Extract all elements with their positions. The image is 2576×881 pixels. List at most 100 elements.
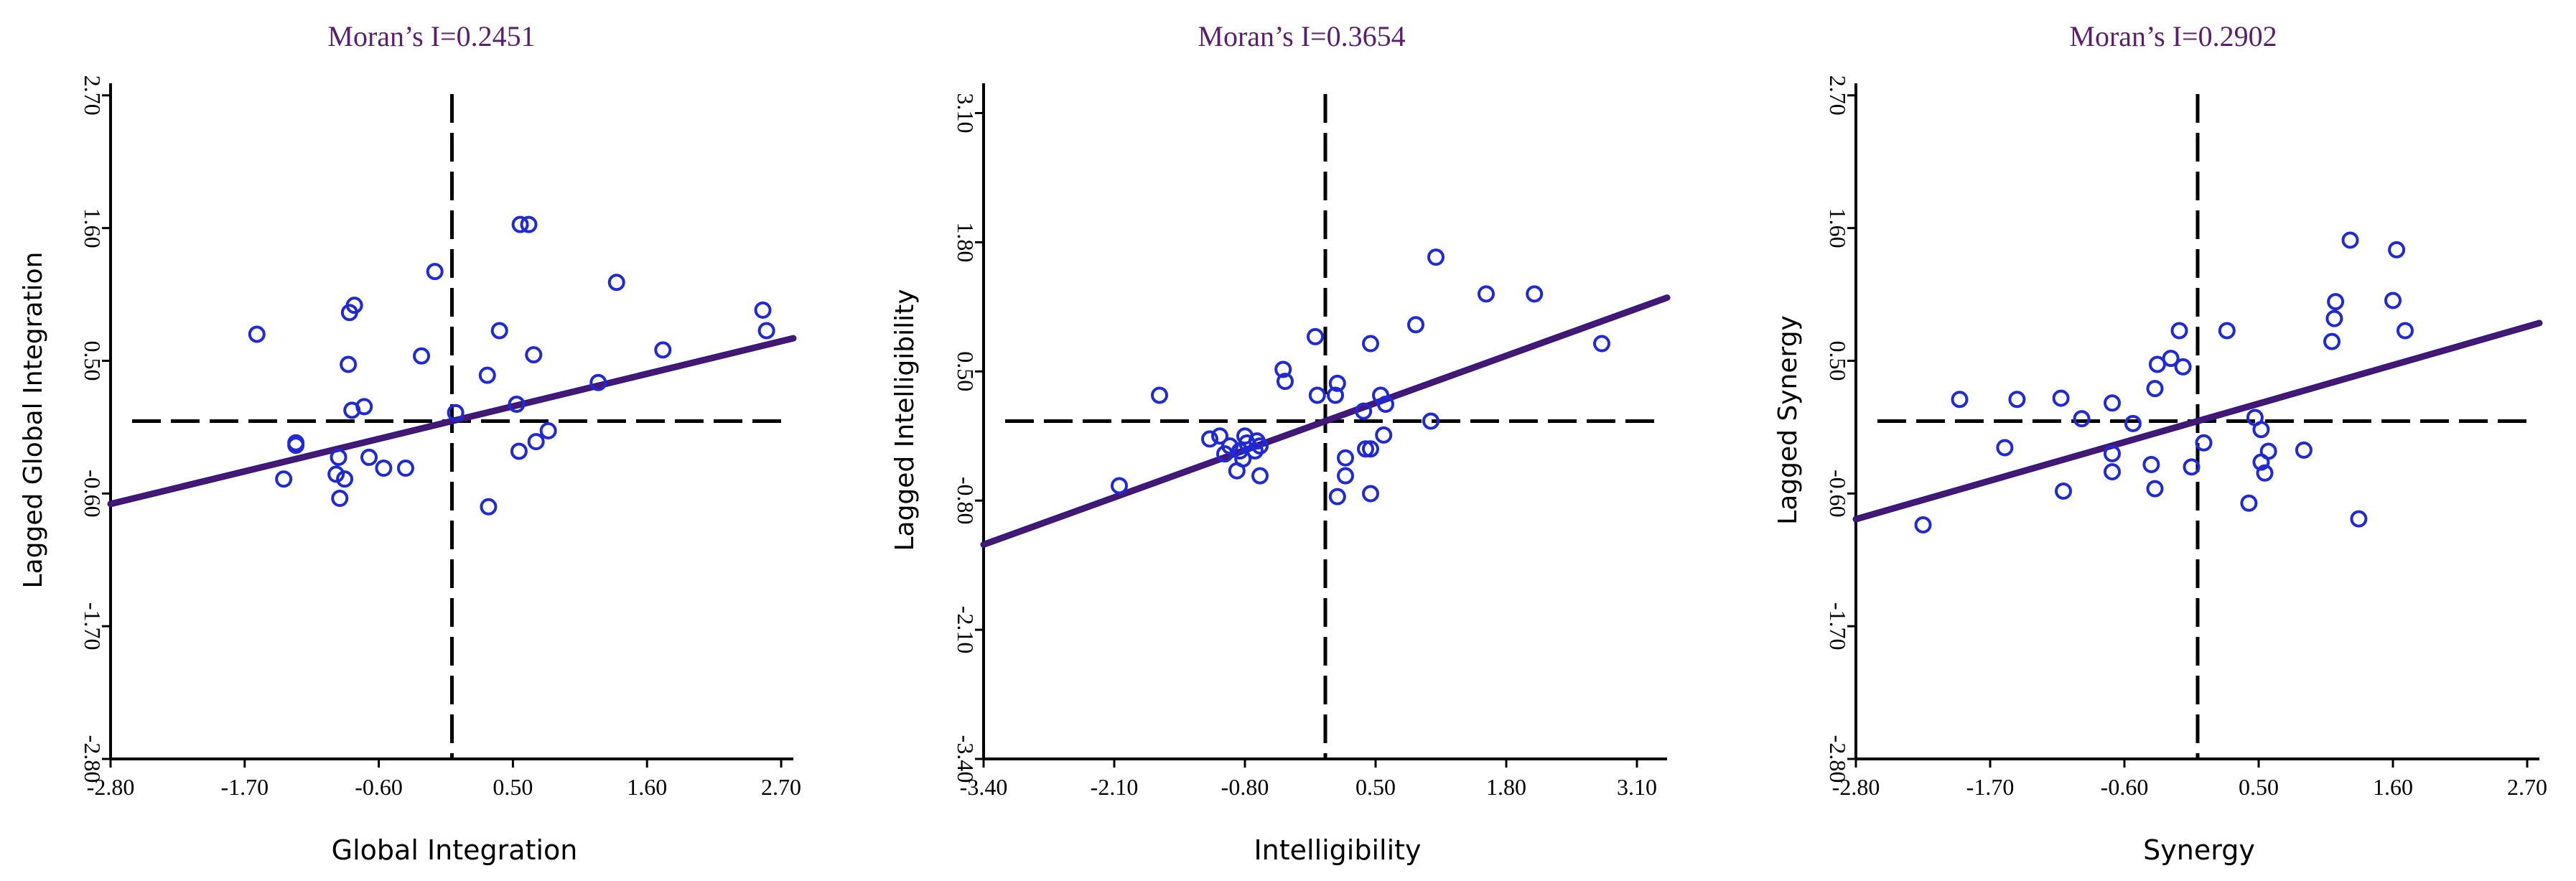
data-point bbox=[2142, 455, 2160, 473]
y-tick-label: -0.60 bbox=[1825, 470, 1851, 518]
data-point bbox=[2170, 322, 2188, 340]
data-point bbox=[2240, 494, 2258, 512]
panel-intelligibility: Moran’s I=0.3654 Intelligibility Lagged … bbox=[890, 20, 1671, 866]
x-tick-label: -2.10 bbox=[1091, 774, 1139, 800]
data-point bbox=[1337, 467, 1354, 485]
data-point bbox=[330, 448, 347, 466]
data-point bbox=[345, 297, 363, 314]
panel-title: Moran’s I=0.2902 bbox=[2069, 20, 2277, 52]
data-point bbox=[2259, 442, 2277, 460]
data-point bbox=[2252, 421, 2270, 439]
data-point bbox=[355, 398, 373, 416]
data-point bbox=[2124, 414, 2142, 432]
data-point bbox=[2327, 293, 2345, 311]
data-point bbox=[2195, 434, 2213, 452]
data-point bbox=[287, 437, 305, 455]
y-tick-label: -0.80 bbox=[953, 477, 979, 525]
data-point bbox=[2341, 231, 2359, 249]
x-axis-label: Global Integration bbox=[332, 834, 578, 866]
y-tick-label: 1.80 bbox=[953, 222, 979, 262]
data-point bbox=[275, 470, 293, 488]
data-point bbox=[331, 490, 349, 508]
data-point bbox=[447, 404, 465, 421]
data-point bbox=[1914, 516, 1932, 534]
data-point bbox=[1377, 395, 1394, 413]
y-tick-label: -1.70 bbox=[80, 602, 106, 651]
data-point bbox=[2052, 389, 2070, 407]
data-point bbox=[1251, 437, 1269, 455]
data-point bbox=[1328, 488, 1346, 505]
data-point bbox=[2104, 444, 2121, 462]
data-point bbox=[375, 460, 393, 477]
x-tick-label: 2.70 bbox=[2507, 774, 2547, 800]
x-tick-label: -0.60 bbox=[355, 774, 403, 800]
panel-title: Moran’s I=0.2451 bbox=[327, 20, 535, 52]
data-point bbox=[1422, 412, 1439, 430]
x-tick-label: 0.50 bbox=[2239, 774, 2279, 800]
data-point bbox=[1246, 442, 1264, 460]
data-point bbox=[1111, 477, 1128, 495]
data-point bbox=[2148, 355, 2166, 373]
x-tick-label: -1.70 bbox=[1966, 774, 2015, 800]
data-point bbox=[754, 301, 772, 319]
y-tick-label: -0.60 bbox=[80, 470, 106, 518]
regression-line bbox=[108, 336, 795, 506]
x-axis-label: Synergy bbox=[2143, 834, 2255, 866]
y-tick-label: 3.10 bbox=[953, 93, 979, 134]
data-point bbox=[1251, 467, 1269, 485]
data-point bbox=[2183, 458, 2201, 476]
data-point bbox=[1277, 373, 1294, 391]
data-point bbox=[1362, 440, 1379, 458]
data-point bbox=[327, 465, 345, 483]
y-tick-label: 1.60 bbox=[1825, 208, 1851, 248]
data-point bbox=[1357, 440, 1374, 458]
data-point bbox=[1951, 391, 1969, 409]
data-point bbox=[2104, 394, 2121, 412]
data-point bbox=[1526, 285, 1544, 303]
data-point bbox=[508, 395, 526, 413]
x-tick-label: -3.40 bbox=[960, 774, 1008, 800]
data-point bbox=[527, 433, 545, 451]
y-axis-label: Lagged Synergy bbox=[1773, 315, 1803, 525]
data-point bbox=[2295, 441, 2313, 459]
data-point bbox=[1328, 374, 1346, 392]
y-tick-label: -2.80 bbox=[1825, 735, 1851, 783]
plot-area: -3.40 -2.10 -0.80 0.50 1.80 3.10 -3.40 -2.10 -0.… bbox=[953, 83, 1671, 800]
data-point bbox=[2388, 241, 2406, 258]
data-point bbox=[248, 325, 266, 343]
data-point bbox=[2073, 410, 2091, 428]
data-point bbox=[340, 355, 358, 373]
x-tick-label: 1.60 bbox=[627, 774, 667, 800]
x-tick-label: 1.60 bbox=[2373, 774, 2413, 800]
x-tick-label: -0.60 bbox=[2101, 774, 2149, 800]
data-point bbox=[480, 498, 498, 516]
y-tick-label: 2.70 bbox=[1825, 75, 1851, 116]
data-point bbox=[1327, 386, 1344, 404]
y-tick-label: -2.10 bbox=[953, 606, 979, 654]
data-point bbox=[478, 366, 496, 384]
data-point bbox=[520, 215, 538, 233]
data-point bbox=[1234, 450, 1252, 468]
panel-title: Moran’s I=0.3654 bbox=[1198, 20, 1405, 52]
data-point bbox=[1201, 430, 1218, 448]
data-point bbox=[2256, 464, 2274, 482]
data-point bbox=[1996, 439, 2014, 457]
data-point bbox=[490, 322, 508, 340]
data-point bbox=[2350, 510, 2368, 528]
data-point bbox=[2008, 391, 2026, 409]
data-point bbox=[2104, 463, 2121, 481]
data-point bbox=[1427, 248, 1445, 266]
data-point bbox=[511, 215, 529, 233]
data-point bbox=[2146, 480, 2164, 498]
data-point bbox=[1337, 449, 1354, 467]
x-tick-label: -1.70 bbox=[220, 774, 269, 800]
y-tick-label: 0.50 bbox=[80, 340, 106, 381]
data-point bbox=[413, 347, 431, 365]
x-tick-label: 0.50 bbox=[493, 774, 533, 800]
data-point bbox=[426, 263, 444, 281]
panel-synergy: Moran’s I=0.2902 Synergy Lagged Synergy … bbox=[1773, 20, 2547, 866]
y-tick-label: 2.70 bbox=[80, 75, 106, 116]
x-tick-label: 2.70 bbox=[761, 774, 801, 800]
data-point bbox=[2174, 358, 2192, 376]
